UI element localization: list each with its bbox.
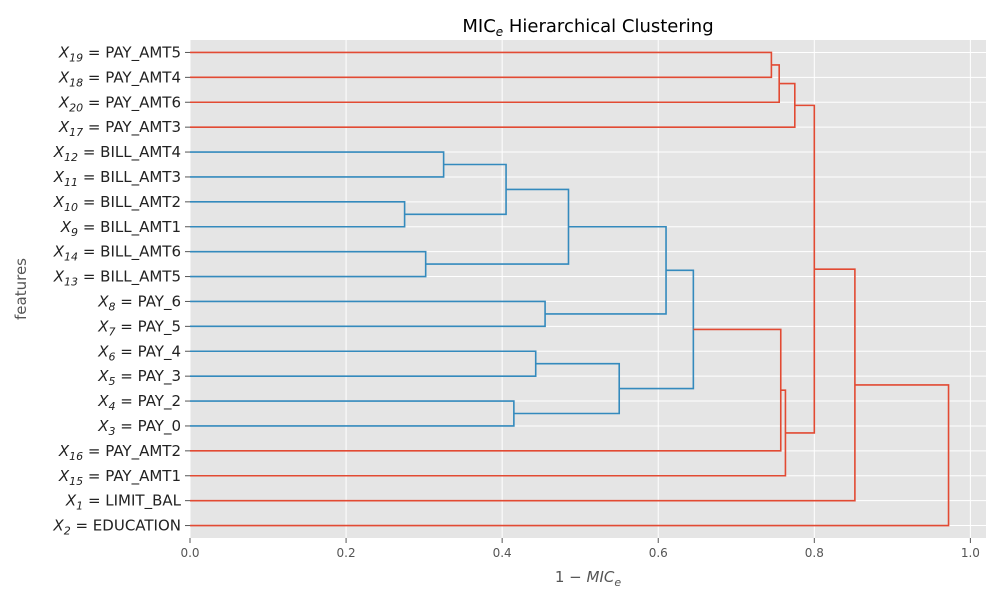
leaf-label-6: X10 = BILL_AMT2 (53, 193, 181, 214)
leaf-label-15: X3 = PAY_0 (97, 417, 181, 438)
x-axis-label-prefix: 1 − (555, 568, 587, 586)
leaf-label-2: X20 = PAY_AMT6 (58, 93, 181, 114)
leaf-labels: X19 = PAY_AMT5 X18 = PAY_AMT4 X20 = PAY_AM… (52, 43, 190, 538)
dendrogram-link-m16 (190, 389, 787, 477)
title-base: MIC (462, 16, 495, 37)
x-tick-label-1: 0.2 (337, 546, 356, 560)
dendrogram-link-m9 (190, 300, 546, 328)
leaf-label-12: X6 = PAY_4 (97, 342, 181, 363)
dendrogram-link-m19 (190, 384, 950, 527)
dendrogram-link-m8 (425, 188, 570, 265)
leaf-label-8: X14 = BILL_AMT6 (53, 243, 181, 264)
leaf-label-17: X15 = PAY_AMT1 (58, 467, 181, 488)
dendrogram-links (190, 51, 950, 527)
x-axis-label-base: MIC (587, 568, 615, 586)
leaf-label-3: X17 = PAY_AMT3 (58, 118, 181, 139)
title-rest: Hierarchical Clustering (503, 16, 713, 37)
x-tick-label-5: 1.0 (961, 546, 980, 560)
x-tick-label-3: 0.6 (649, 546, 668, 560)
dendrogram-link-m1 (190, 51, 773, 79)
leaf-label-14: X4 = PAY_2 (97, 392, 181, 413)
chart-title: MICe Hierarchical Clustering (462, 16, 713, 39)
dendrogram-link-m2 (190, 64, 780, 104)
x-axis-label-subscript: e (614, 576, 621, 589)
leaf-label-16: X16 = PAY_AMT2 (58, 442, 181, 463)
leaf-label-0: X19 = PAY_AMT5 (58, 43, 181, 64)
leaf-label-7: X9 = BILL_AMT1 (60, 218, 181, 239)
leaf-label-11: X7 = PAY_5 (97, 317, 181, 338)
x-tick-label-2: 0.4 (493, 546, 512, 560)
leaf-label-18: X1 = LIMIT_BAL (65, 492, 182, 513)
y-axis-label: features (12, 258, 30, 320)
leaf-label-5: X11 = BILL_AMT3 (53, 168, 181, 189)
leaf-label-9: X13 = BILL_AMT5 (53, 268, 181, 289)
dendrogram-link-m10 (545, 225, 667, 315)
x-tick-label-4: 0.8 (805, 546, 824, 560)
x-axis-ticks: 0.0 0.2 0.4 0.6 0.8 1.0 (180, 538, 980, 560)
x-axis-label: 1 − MICe (555, 568, 622, 589)
leaf-label-13: X5 = PAY_3 (97, 367, 181, 388)
plot-area (190, 40, 986, 538)
dendrogram-link-m4 (190, 151, 445, 178)
title-subscript: e (496, 25, 503, 39)
leaf-label-19: X2 = EDUCATION (52, 517, 181, 538)
leaf-label-10: X8 = PAY_6 (97, 292, 181, 313)
leaf-label-1: X18 = PAY_AMT4 (58, 68, 181, 89)
dendrogram-link-m7 (190, 250, 427, 278)
x-tick-label-0: 0.0 (180, 546, 199, 560)
leaf-label-4: X12 = BILL_AMT4 (53, 143, 181, 164)
dendrogram-link-m18 (190, 268, 856, 502)
